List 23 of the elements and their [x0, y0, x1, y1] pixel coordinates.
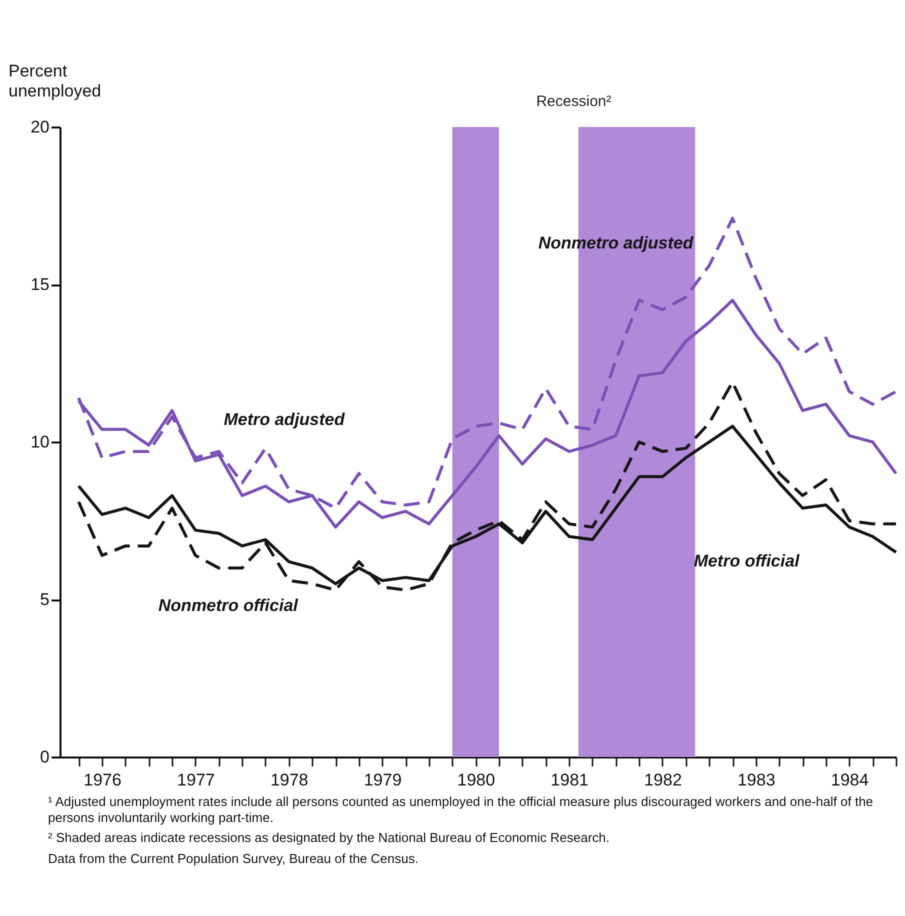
- series-label: Nonmetro official: [158, 596, 300, 615]
- x-tick-label: 1979: [364, 770, 402, 790]
- y-tick-label: 0: [40, 748, 50, 766]
- x-tick-label: 1976: [84, 770, 122, 790]
- y-tick-label: 10: [30, 432, 50, 452]
- x-tick-label: 1984: [830, 770, 869, 790]
- y-axis-title: Percent unemployed: [8, 62, 102, 100]
- text: ² Shaded areas indicate recessions as designated by the National Bureau of Economic Research.: [48, 830, 610, 846]
- text: Data from the Current Population Survey, Bureau of the Census.: [48, 850, 420, 866]
- x-tick-label: 1983: [737, 770, 776, 790]
- text: ¹ Adjusted unemployment rates include all persons counted as unemployed in the official measure plus discouraged workers and one-half of the persons involuntarily working part-time.: [48, 794, 874, 826]
- x-tick-label: 1978: [270, 770, 308, 790]
- x-tick-label: 1981: [550, 770, 588, 790]
- y-tick-label: 15: [30, 275, 50, 294]
- text: Metro official: [694, 552, 801, 571]
- x-tick-label: 1982: [644, 770, 682, 790]
- y-tick-label: 20: [30, 118, 50, 136]
- y-tick-label: 5: [40, 590, 50, 609]
- x-tick-label: 1980: [457, 770, 496, 790]
- series-label: Nonmetro adjusted: [538, 234, 694, 253]
- band-label: Recession²: [536, 93, 612, 110]
- x-tick-label: 1977: [177, 770, 215, 790]
- series-label: Metro adjusted: [224, 410, 346, 429]
